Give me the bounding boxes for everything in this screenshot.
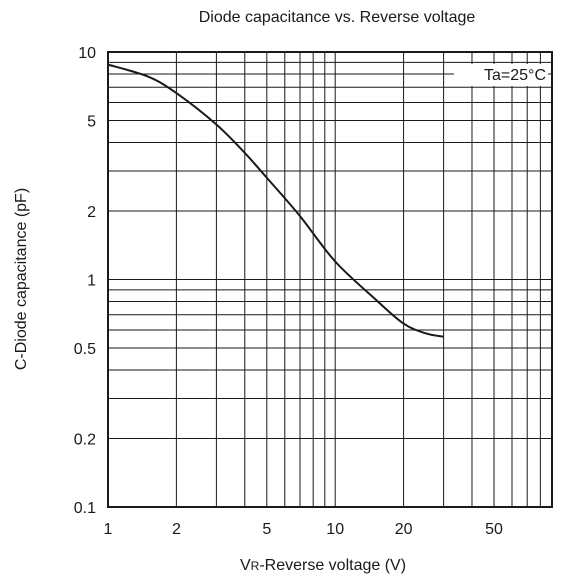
y-tick-label: 0.5 <box>74 341 96 358</box>
annotation-label: Ta=25°C <box>484 67 546 84</box>
x-tick-label: 1 <box>104 521 113 538</box>
series-line <box>107 63 444 338</box>
x-axis-label: VR-Reverse voltage (V) <box>240 557 406 574</box>
y-tick-label: 2 <box>87 204 96 221</box>
x-axis-label-v: V <box>240 557 251 574</box>
plot-frame <box>107 51 553 508</box>
x-tick-label: 20 <box>395 521 413 538</box>
y-tick-label: 10 <box>78 45 96 62</box>
annotation-box: Ta=25°C <box>454 64 548 86</box>
x-axis-label-rest: -Reverse voltage (V) <box>259 557 406 574</box>
x-axis-label-sub: R <box>251 559 260 573</box>
y-tick-label: 0.1 <box>74 500 96 517</box>
y-tick-label: 1 <box>87 273 96 290</box>
x-tick-label: 5 <box>262 521 271 538</box>
x-tick-label: 2 <box>172 521 181 538</box>
x-tick-label: 50 <box>485 521 503 538</box>
y-axis-label: C-Diode capacitance (pF) <box>13 188 30 370</box>
y-tick-label: 0.2 <box>74 432 96 449</box>
x-tick-label: 10 <box>326 521 344 538</box>
tick-labels: 1 2 5 10 20 50 0.1 0.2 0.5 1 2 5 10 <box>74 45 503 538</box>
grid <box>108 52 552 507</box>
y-tick-label: 5 <box>87 113 96 130</box>
chart-title: Diode capacitance vs. Reverse voltage <box>199 9 476 26</box>
